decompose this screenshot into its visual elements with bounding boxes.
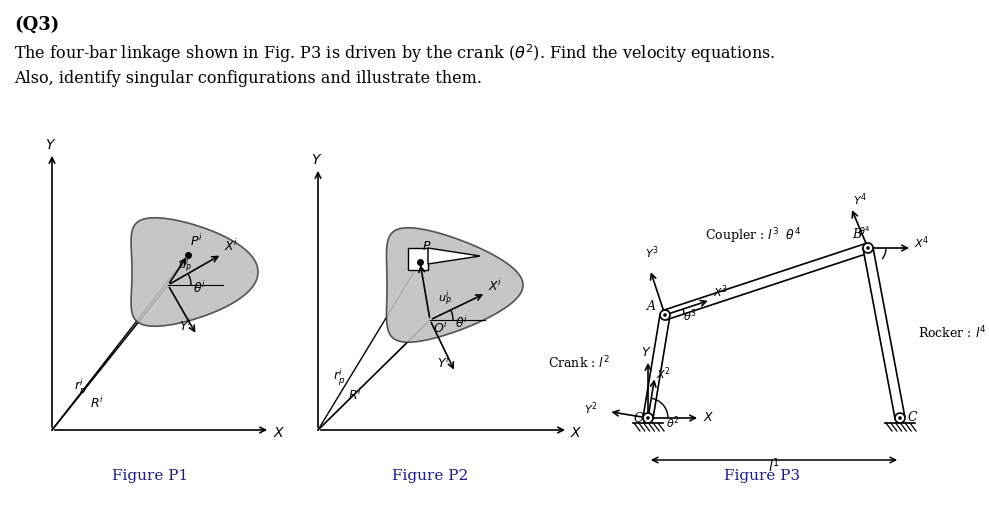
Circle shape	[646, 416, 650, 420]
Text: $P$: $P$	[422, 240, 431, 253]
Text: Crank : $l^2$: Crank : $l^2$	[548, 354, 610, 371]
Text: $\theta^3$: $\theta^3$	[683, 308, 697, 324]
Circle shape	[895, 413, 905, 423]
Text: A: A	[647, 300, 656, 313]
Text: $\theta^4$: $\theta^4$	[858, 224, 870, 238]
Text: C: C	[908, 411, 918, 424]
Text: $R^i$: $R^i$	[90, 395, 104, 411]
Text: Figure P2: Figure P2	[392, 469, 468, 483]
Text: Figure P1: Figure P1	[112, 469, 188, 483]
Polygon shape	[664, 243, 869, 320]
Polygon shape	[428, 248, 480, 264]
Text: $r_p^i$: $r_p^i$	[333, 366, 345, 387]
Polygon shape	[387, 228, 523, 342]
Text: $Y$: $Y$	[45, 138, 56, 152]
Text: Also, identify singular configurations and illustrate them.: Also, identify singular configurations a…	[14, 70, 482, 87]
Text: $O^i$: $O^i$	[433, 320, 448, 336]
Circle shape	[664, 313, 667, 317]
Text: $r_p^i$: $r_p^i$	[74, 376, 86, 397]
Text: $X$: $X$	[703, 411, 714, 424]
Text: Coupler : $l^3$  $\theta^4$: Coupler : $l^3$ $\theta^4$	[705, 226, 802, 246]
Text: $Y^i$: $Y^i$	[179, 318, 192, 334]
Text: $u_P^i$: $u_P^i$	[438, 289, 452, 308]
Text: O: O	[634, 412, 644, 425]
Circle shape	[863, 243, 873, 253]
Circle shape	[866, 246, 869, 250]
Text: $\theta^i$: $\theta^i$	[455, 315, 468, 331]
Text: $\theta^2$: $\theta^2$	[666, 415, 679, 431]
Circle shape	[643, 413, 653, 423]
Text: $Y$: $Y$	[312, 153, 322, 167]
Text: B: B	[852, 228, 861, 241]
Text: $Y^i$: $Y^i$	[437, 355, 450, 371]
Circle shape	[660, 310, 670, 320]
Circle shape	[898, 416, 902, 420]
Text: $X^i$: $X^i$	[224, 238, 238, 254]
Text: $Y^4$: $Y^4$	[853, 191, 867, 208]
Text: $u_P^i$: $u_P^i$	[178, 256, 192, 275]
Text: $Y^3$: $Y^3$	[645, 244, 659, 261]
Text: $\theta^i$: $\theta^i$	[193, 280, 206, 296]
Text: $Y$: $Y$	[641, 346, 651, 359]
Polygon shape	[863, 247, 905, 419]
Text: $X$: $X$	[570, 426, 583, 440]
Text: $P^i$: $P^i$	[190, 233, 203, 249]
Polygon shape	[132, 218, 258, 326]
Text: $R^i$: $R^i$	[348, 387, 362, 403]
Text: $Y^2$: $Y^2$	[584, 401, 597, 417]
Text: $X^4$: $X^4$	[914, 235, 930, 251]
Polygon shape	[643, 314, 670, 419]
Text: $X^2$: $X^2$	[656, 366, 671, 382]
Text: Figure P3: Figure P3	[724, 469, 800, 483]
Text: $X^i$: $X^i$	[488, 278, 502, 294]
Text: Rocker : $l^4$: Rocker : $l^4$	[918, 324, 986, 341]
Polygon shape	[408, 248, 428, 270]
Text: $X^3$: $X^3$	[713, 284, 728, 300]
Text: $X$: $X$	[273, 426, 286, 440]
Text: (Q3): (Q3)	[14, 16, 59, 34]
Text: The four-bar linkage shown in Fig. P3 is driven by the crank ($\theta^{2}$). Fin: The four-bar linkage shown in Fig. P3 is…	[14, 42, 775, 65]
Text: $l^1$: $l^1$	[767, 456, 780, 475]
